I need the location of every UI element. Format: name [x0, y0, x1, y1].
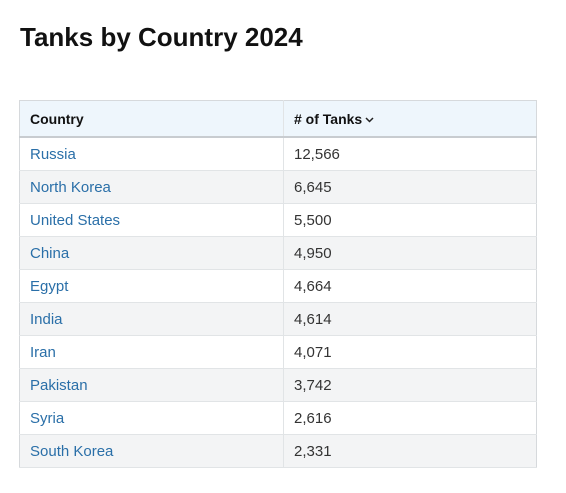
country-cell: Pakistan: [19, 368, 284, 402]
tanks-cell: 4,071: [283, 335, 537, 369]
table-row: Pakistan 3,742: [19, 368, 537, 402]
page-title: Tanks by Country 2024: [20, 22, 303, 52]
country-cell: Iran: [19, 335, 284, 369]
tanks-cell: 2,331: [283, 434, 537, 468]
tanks-cell: 3,742: [283, 368, 537, 402]
country-cell: Syria: [19, 401, 284, 435]
country-cell: United States: [19, 203, 284, 237]
country-cell: Egypt: [19, 269, 284, 303]
country-link[interactable]: Pakistan: [30, 376, 88, 394]
table-head: Country # of Tanks: [19, 100, 537, 138]
country-link[interactable]: Iran: [30, 343, 56, 361]
table-row: Russia 12,566: [19, 137, 537, 171]
header-row: Country # of Tanks: [19, 100, 537, 138]
table-row: Egypt 4,664: [19, 269, 537, 303]
table-row: Syria 2,616: [19, 401, 537, 435]
country-link[interactable]: Egypt: [30, 277, 69, 295]
country-link[interactable]: China: [30, 244, 70, 262]
table-row: India 4,614: [19, 302, 537, 336]
country-cell: Russia: [19, 137, 284, 171]
table-row: China 4,950: [19, 236, 537, 270]
country-link[interactable]: South Korea: [30, 442, 114, 460]
country-link[interactable]: Syria: [30, 409, 65, 427]
header-text: # of Tanks: [294, 110, 363, 127]
country-cell: North Korea: [19, 170, 284, 204]
country-cell: South Korea: [19, 434, 284, 468]
country-link[interactable]: United States: [30, 211, 121, 229]
tanks-cell: 6,645: [283, 170, 537, 204]
country-cell: India: [19, 302, 284, 336]
table-body: Russia 12,566 North Korea 6,645 United State…: [19, 137, 537, 468]
column-header: Country: [19, 100, 284, 138]
sort-header[interactable]: # of Tanks: [283, 100, 537, 138]
header-text: Country: [30, 110, 84, 127]
chevron: [365, 117, 374, 123]
tanks-cell: 5,500: [283, 203, 537, 237]
table-row: United States 5,500: [19, 203, 537, 237]
country-link[interactable]: Russia: [30, 145, 76, 163]
sort-icon: [365, 117, 374, 123]
data-table: Country # of Tanks Russia 12,566 North Kor…: [19, 100, 537, 468]
tanks-cell: 12,566: [283, 137, 537, 171]
country-cell: China: [19, 236, 284, 270]
tanks-cell: 4,614: [283, 302, 537, 336]
table-row: Iran 4,071: [19, 335, 537, 369]
country-link[interactable]: North Korea: [30, 178, 111, 196]
tanks-cell: 4,950: [283, 236, 537, 270]
country-link[interactable]: India: [30, 310, 63, 328]
tanks-cell: 2,616: [283, 401, 537, 435]
table-row: South Korea 2,331: [19, 434, 537, 468]
tanks-cell: 4,664: [283, 269, 537, 303]
table-row: North Korea 6,645: [19, 170, 537, 204]
